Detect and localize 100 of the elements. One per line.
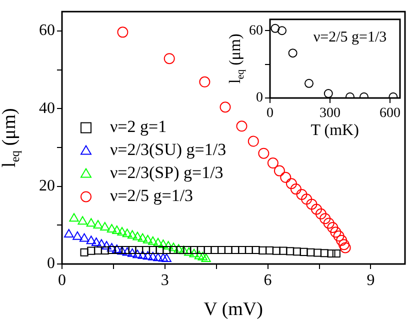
point — [153, 252, 163, 262]
x-tick-label: 6 — [264, 272, 272, 289]
point — [278, 26, 286, 36]
annotation: ν=2/5 g=1/3 — [313, 29, 387, 46]
point — [296, 188, 308, 200]
point — [148, 236, 158, 245]
point — [210, 246, 219, 254]
point — [142, 251, 153, 260]
x-tick-label: 3 — [160, 272, 169, 289]
point — [290, 184, 302, 195]
y-tick-label: 60 — [249, 23, 263, 38]
point — [183, 246, 192, 254]
point — [315, 208, 326, 220]
point — [327, 249, 336, 258]
point — [330, 226, 342, 238]
point — [224, 246, 232, 254]
point — [87, 246, 96, 255]
point — [248, 136, 259, 147]
point — [300, 248, 308, 256]
point — [117, 246, 127, 255]
point — [132, 250, 142, 258]
legend-label: ν=2/3(SP) g=1/3 — [110, 163, 224, 182]
point — [258, 246, 267, 254]
point — [158, 253, 168, 262]
point — [323, 218, 334, 229]
point — [132, 232, 142, 240]
point — [138, 233, 148, 242]
point — [162, 246, 171, 254]
point — [272, 246, 280, 255]
point — [332, 249, 340, 258]
x-tick-label: 600 — [380, 106, 400, 122]
point — [292, 248, 301, 256]
point — [314, 248, 322, 257]
point — [86, 236, 96, 244]
point — [127, 230, 138, 239]
point — [267, 158, 278, 169]
x-axis-title: T (mK) — [310, 122, 359, 140]
point — [112, 225, 122, 234]
point — [168, 242, 178, 252]
point — [301, 194, 312, 205]
x-tick-label: 0 — [266, 106, 274, 122]
point — [320, 213, 331, 224]
point — [178, 246, 189, 254]
point — [306, 248, 315, 256]
y-tick-label: 40 — [39, 100, 55, 117]
point — [164, 53, 175, 64]
point — [320, 249, 328, 258]
point — [336, 234, 348, 246]
point — [270, 24, 280, 33]
point — [306, 198, 318, 210]
point — [220, 102, 231, 113]
point — [64, 228, 74, 238]
point — [93, 220, 103, 229]
point — [286, 178, 297, 190]
x-tick-label: 0 — [58, 272, 66, 289]
point — [280, 172, 292, 183]
point — [164, 241, 174, 250]
point — [198, 252, 208, 260]
legend-label: ν=2/5 g=1/3 — [110, 186, 194, 206]
point — [86, 218, 96, 227]
point — [148, 252, 158, 260]
point — [196, 246, 205, 254]
point — [102, 241, 112, 250]
point — [78, 216, 88, 225]
point — [142, 234, 153, 244]
y-axis-title: leq (μm) — [227, 34, 247, 84]
point — [91, 238, 102, 246]
point — [204, 246, 212, 254]
point — [324, 89, 333, 98]
point — [162, 253, 172, 262]
point — [338, 239, 350, 250]
point — [258, 148, 270, 159]
y-tick-label: 0 — [47, 255, 55, 272]
x-tick-label: 9 — [366, 272, 375, 289]
point — [80, 248, 88, 256]
x-axis-title: V (mV) — [204, 298, 263, 320]
point — [194, 250, 204, 260]
point — [333, 230, 344, 242]
point — [153, 238, 163, 246]
y-axis-title: leq (μm) — [0, 108, 22, 168]
point — [286, 247, 294, 256]
point — [127, 248, 138, 257]
point — [238, 246, 246, 254]
point — [122, 228, 132, 238]
point — [100, 246, 109, 254]
point — [236, 120, 248, 132]
point — [217, 246, 226, 254]
legend-label: ν=2 g=1 — [110, 117, 167, 136]
point — [265, 246, 274, 254]
point — [100, 222, 110, 230]
point — [114, 246, 123, 254]
point — [327, 222, 338, 233]
point — [112, 244, 122, 254]
point — [174, 244, 184, 253]
point — [201, 253, 211, 262]
point — [106, 224, 117, 232]
point — [231, 246, 240, 254]
y-tick-label: 20 — [39, 178, 55, 195]
point — [94, 246, 102, 254]
point — [189, 248, 199, 258]
